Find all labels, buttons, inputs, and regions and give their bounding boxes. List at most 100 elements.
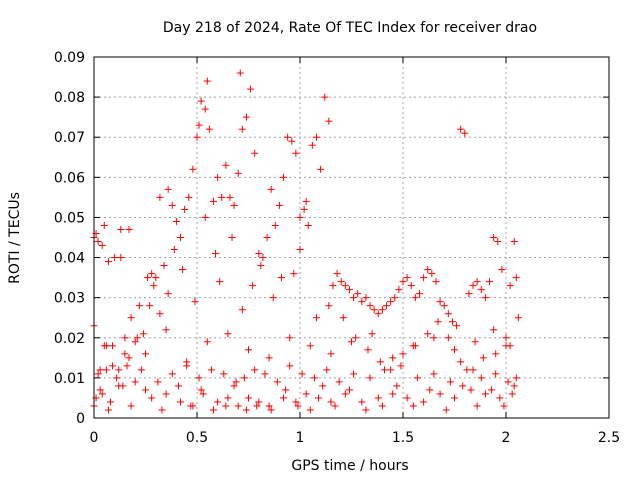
x-tick-label: 0.5 <box>186 430 208 446</box>
y-axis-label: ROTI / TECUs <box>7 192 23 284</box>
data-point <box>411 294 419 302</box>
data-point <box>395 286 403 294</box>
data-point <box>115 366 123 374</box>
y-tick-label: 0.06 <box>54 170 85 186</box>
data-point <box>125 225 133 233</box>
data-point <box>255 398 263 406</box>
data-point <box>189 165 197 173</box>
data-point <box>109 342 117 350</box>
data-point <box>121 334 129 342</box>
x-tick-label: 2.5 <box>598 430 620 446</box>
data-point <box>399 278 407 286</box>
data-point <box>96 366 104 374</box>
data-point <box>374 394 382 402</box>
data-point <box>312 133 320 141</box>
data-point <box>296 246 304 254</box>
data-point <box>448 318 456 326</box>
data-point <box>158 406 166 414</box>
data-point <box>331 402 339 410</box>
data-point <box>238 306 246 314</box>
data-point <box>477 374 485 382</box>
data-point <box>238 125 246 133</box>
data-point <box>366 374 374 382</box>
data-point <box>296 213 304 221</box>
data-point <box>411 342 419 350</box>
data-point <box>457 358 465 366</box>
data-point <box>253 402 261 410</box>
x-tick-label: 1 <box>296 430 305 446</box>
data-point <box>113 374 121 382</box>
data-point <box>451 394 458 402</box>
data-point <box>261 370 269 378</box>
data-point <box>137 366 145 374</box>
data-point <box>195 374 203 382</box>
data-point <box>230 201 238 209</box>
data-point <box>325 117 333 125</box>
data-point <box>226 193 234 201</box>
data-point <box>337 278 345 286</box>
data-point <box>197 97 205 105</box>
data-point <box>341 282 349 290</box>
data-point <box>98 242 106 250</box>
data-point <box>275 201 283 209</box>
data-point <box>469 282 477 290</box>
data-point <box>271 221 279 229</box>
data-point <box>335 378 343 386</box>
data-point <box>387 298 395 306</box>
data-point <box>473 402 481 410</box>
y-tick-label: 0.09 <box>54 50 85 66</box>
data-point <box>160 262 168 270</box>
data-point <box>201 213 209 221</box>
data-point <box>185 193 193 201</box>
data-point <box>286 334 294 342</box>
data-point <box>222 402 230 410</box>
data-point <box>263 234 271 241</box>
data-point <box>135 302 143 310</box>
data-point <box>148 394 156 402</box>
data-point <box>325 302 333 310</box>
data-point <box>183 358 191 366</box>
data-point <box>156 310 164 318</box>
data-point <box>162 326 170 334</box>
data-point <box>339 314 347 322</box>
data-point <box>514 314 522 322</box>
data-points <box>90 69 522 414</box>
data-point <box>469 366 477 374</box>
data-point <box>177 398 185 406</box>
data-point <box>125 354 133 362</box>
data-point <box>348 338 355 346</box>
data-point <box>133 334 141 342</box>
data-point <box>280 173 288 181</box>
data-point <box>306 342 314 350</box>
data-point <box>436 298 444 306</box>
data-point <box>461 129 469 137</box>
data-point <box>100 221 108 229</box>
data-point <box>214 173 222 181</box>
data-point <box>333 270 341 278</box>
data-point <box>146 302 154 310</box>
data-point <box>142 350 149 358</box>
data-point <box>205 125 213 133</box>
data-point <box>345 286 353 294</box>
data-point <box>277 274 285 282</box>
data-point <box>191 298 199 306</box>
data-point <box>232 378 240 386</box>
data-point <box>444 334 452 342</box>
data-point <box>154 378 162 386</box>
data-point <box>259 254 267 262</box>
data-point <box>181 205 189 213</box>
data-point <box>249 282 257 290</box>
x-tick-label: 1.5 <box>392 430 414 446</box>
data-point <box>131 338 139 346</box>
data-point <box>218 193 226 201</box>
data-point <box>415 290 423 298</box>
data-point <box>109 362 117 370</box>
data-point <box>220 370 228 378</box>
data-point <box>512 274 520 282</box>
data-point <box>327 398 335 406</box>
data-point <box>510 382 518 390</box>
data-point <box>98 390 106 398</box>
data-point <box>481 294 489 302</box>
data-point <box>201 105 209 113</box>
data-point <box>391 294 399 302</box>
